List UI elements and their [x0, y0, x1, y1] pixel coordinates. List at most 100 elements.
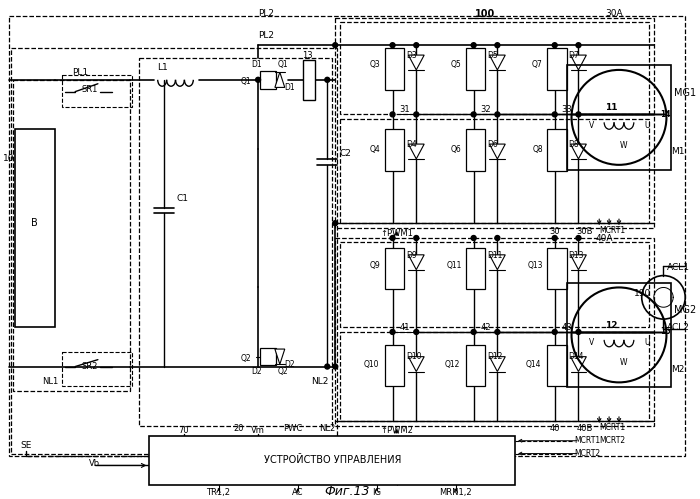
- Bar: [11, 48, 337, 454]
- Text: M2: M2: [671, 365, 685, 374]
- Text: Q1: Q1: [241, 77, 251, 86]
- Text: 30A: 30A: [606, 9, 623, 18]
- Bar: [340, 119, 649, 223]
- Text: Q1: Q1: [277, 60, 288, 69]
- Bar: [260, 71, 276, 88]
- Text: U: U: [644, 338, 650, 347]
- Bar: [466, 48, 486, 90]
- Text: 32: 32: [480, 105, 491, 114]
- Polygon shape: [489, 55, 505, 70]
- Bar: [335, 238, 654, 426]
- Text: AC: AC: [292, 488, 303, 497]
- Bar: [547, 345, 566, 386]
- Text: 100: 100: [475, 8, 496, 18]
- Text: Q13: Q13: [527, 261, 543, 270]
- Polygon shape: [570, 255, 587, 269]
- Text: Q10: Q10: [363, 360, 379, 369]
- Text: 31: 31: [399, 105, 409, 114]
- Text: D1: D1: [284, 83, 295, 92]
- Text: MCRT1: MCRT1: [599, 226, 625, 235]
- Text: Q2: Q2: [277, 367, 288, 376]
- Text: PWC: PWC: [283, 424, 302, 433]
- Bar: [335, 18, 654, 228]
- Text: Vb: Vb: [90, 459, 101, 468]
- Text: ↑PWM2: ↑PWM2: [380, 426, 413, 435]
- Bar: [340, 22, 649, 114]
- Circle shape: [390, 112, 395, 117]
- Text: 43: 43: [561, 322, 572, 331]
- Bar: [9, 15, 685, 456]
- Text: D4: D4: [407, 140, 417, 149]
- Text: 33: 33: [561, 105, 572, 114]
- Circle shape: [332, 221, 337, 226]
- Text: Q6: Q6: [451, 145, 462, 154]
- Bar: [13, 80, 130, 391]
- Circle shape: [471, 112, 476, 117]
- Text: V: V: [589, 121, 594, 130]
- Text: D13: D13: [568, 251, 584, 260]
- Text: Q9: Q9: [370, 261, 381, 270]
- Text: IG: IG: [372, 488, 382, 497]
- Polygon shape: [570, 357, 587, 371]
- Circle shape: [495, 329, 500, 334]
- Polygon shape: [570, 55, 587, 70]
- Text: 14: 14: [661, 110, 671, 119]
- Text: TR1,2: TR1,2: [206, 488, 230, 497]
- Text: Q4: Q4: [370, 145, 381, 154]
- Text: ACL2: ACL2: [667, 322, 690, 331]
- Text: 11: 11: [605, 103, 617, 112]
- Circle shape: [576, 236, 581, 241]
- Circle shape: [332, 43, 337, 48]
- Text: SR2: SR2: [82, 362, 98, 371]
- Text: D3: D3: [407, 50, 417, 59]
- Text: Q12: Q12: [444, 360, 460, 369]
- Text: MCRT1: MCRT1: [599, 423, 625, 432]
- Text: D14: D14: [568, 352, 584, 361]
- Bar: [466, 345, 486, 386]
- Text: NL2: NL2: [311, 377, 328, 386]
- Text: MG1: MG1: [674, 88, 696, 98]
- Bar: [139, 58, 332, 426]
- Circle shape: [414, 112, 419, 117]
- Polygon shape: [408, 144, 424, 159]
- Circle shape: [256, 77, 260, 82]
- Text: D5: D5: [487, 50, 498, 59]
- Text: Q8: Q8: [532, 145, 543, 154]
- Bar: [566, 282, 671, 387]
- Text: Q7: Q7: [532, 60, 543, 69]
- Circle shape: [414, 43, 419, 48]
- Bar: [149, 436, 515, 485]
- Circle shape: [471, 236, 476, 241]
- Bar: [547, 248, 566, 289]
- Text: 14: 14: [661, 110, 671, 119]
- Text: ↑PWM1: ↑PWM1: [380, 229, 413, 238]
- Bar: [547, 129, 566, 171]
- Circle shape: [325, 364, 330, 369]
- Bar: [384, 48, 405, 90]
- Text: B: B: [32, 218, 38, 228]
- Text: MG2: MG2: [674, 305, 696, 315]
- Text: MCRT2: MCRT2: [599, 436, 625, 445]
- Text: УСТРОЙСТВО УПРАВЛЕНИЯ: УСТРОЙСТВО УПРАВЛЕНИЯ: [263, 456, 401, 466]
- Text: 13: 13: [302, 50, 313, 59]
- Text: 40A: 40A: [596, 234, 613, 243]
- Text: Vm: Vm: [251, 426, 265, 435]
- Text: 14: 14: [661, 110, 671, 119]
- Text: NL1: NL1: [42, 377, 59, 386]
- Text: NL2: NL2: [319, 424, 335, 433]
- Text: 15: 15: [661, 327, 671, 336]
- Bar: [466, 129, 486, 171]
- Text: 30: 30: [550, 227, 560, 236]
- Bar: [384, 248, 405, 289]
- Bar: [260, 348, 276, 365]
- Text: 30B: 30B: [576, 227, 593, 236]
- Text: D9: D9: [407, 251, 417, 260]
- Text: L1: L1: [157, 63, 167, 72]
- Circle shape: [495, 43, 500, 48]
- Text: 15: 15: [661, 327, 671, 336]
- Circle shape: [576, 43, 581, 48]
- Circle shape: [414, 329, 419, 334]
- Text: 40: 40: [550, 424, 560, 433]
- Polygon shape: [489, 255, 505, 269]
- Circle shape: [552, 329, 557, 334]
